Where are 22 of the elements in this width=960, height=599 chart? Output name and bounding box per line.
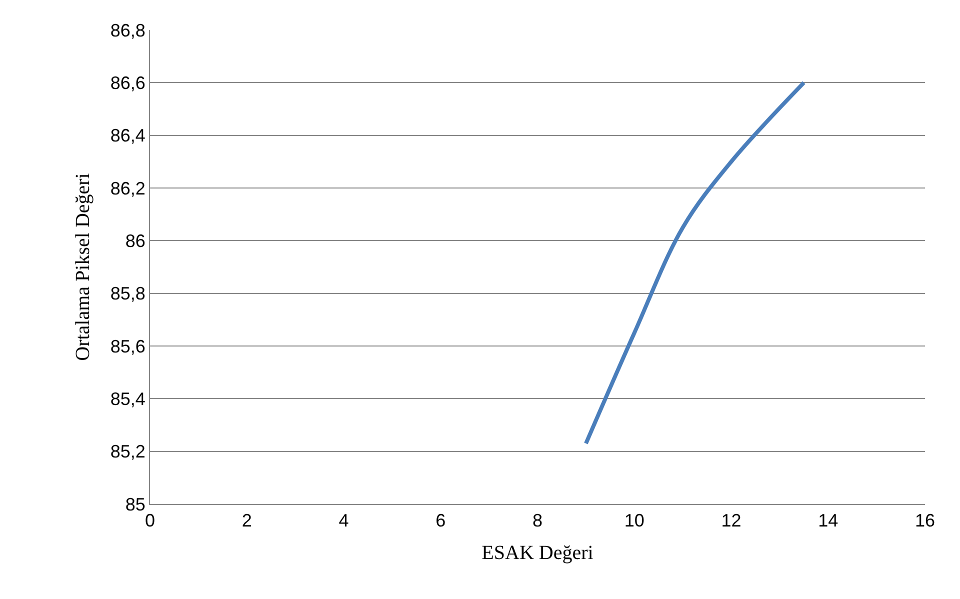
x-tick-label: 10 xyxy=(624,510,644,531)
x-tick-label: 14 xyxy=(818,510,838,531)
x-axis-title: ESAK Değeri xyxy=(482,542,594,564)
x-tick-label: 2 xyxy=(242,510,252,531)
x-tick-label: 12 xyxy=(721,510,742,531)
y-tick-label: 86,6 xyxy=(110,72,146,93)
y-tick-label: 86,4 xyxy=(110,126,146,146)
x-tick-label: 6 xyxy=(436,510,446,531)
y-tick-label: 85,4 xyxy=(110,388,146,409)
y-tick-label: 85,2 xyxy=(110,442,146,462)
y-tick-label: 86,2 xyxy=(110,178,146,198)
x-tick-label: 16 xyxy=(914,510,936,531)
y-tick-label: 85 xyxy=(125,494,146,514)
y-tick-label: 85,6 xyxy=(110,336,146,356)
y-axis-title: Ortalama Piksel Değeri xyxy=(72,172,94,361)
x-tick-label: 4 xyxy=(338,510,349,531)
y-tick-label: 86 xyxy=(125,230,146,251)
line-series xyxy=(584,80,806,446)
y-tick-label: 85,8 xyxy=(110,284,146,304)
y-tick-label: 86,8 xyxy=(110,20,146,40)
x-tick-label: 8 xyxy=(532,510,543,531)
x-tick-label: 0 xyxy=(144,510,156,531)
